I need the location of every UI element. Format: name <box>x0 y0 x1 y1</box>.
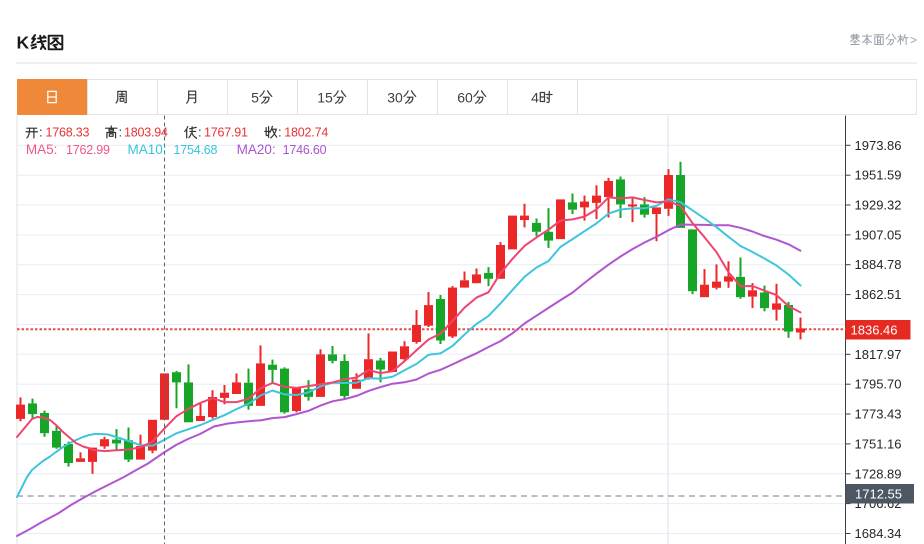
svg-text:MA20:: MA20: <box>237 142 276 157</box>
svg-text:K: K <box>17 33 30 53</box>
svg-text:MA5:: MA5: <box>26 142 58 157</box>
svg-text:15: 15 <box>317 90 333 106</box>
svg-text:1751.16: 1751.16 <box>855 436 902 451</box>
svg-text:1746.60: 1746.60 <box>283 143 327 157</box>
svg-text:5: 5 <box>251 90 259 106</box>
svg-text:1836.46: 1836.46 <box>851 323 898 338</box>
svg-text::: : <box>198 125 202 140</box>
svg-text:1767.91: 1767.91 <box>204 126 248 140</box>
svg-text:1754.68: 1754.68 <box>174 143 218 157</box>
svg-text:1762.99: 1762.99 <box>66 143 110 157</box>
svg-text:1973.86: 1973.86 <box>855 138 902 153</box>
svg-text:1907.05: 1907.05 <box>855 227 902 242</box>
svg-text:>: > <box>910 33 917 47</box>
svg-text:1802.74: 1802.74 <box>284 126 328 140</box>
svg-text::: : <box>119 125 123 140</box>
svg-text:1803.94: 1803.94 <box>124 126 168 140</box>
svg-text:1951.59: 1951.59 <box>855 168 902 183</box>
svg-text:60: 60 <box>457 90 473 106</box>
svg-text:1768.33: 1768.33 <box>46 126 90 140</box>
svg-text:1773.43: 1773.43 <box>855 407 902 422</box>
svg-text:4: 4 <box>531 90 539 106</box>
svg-text:1728.89: 1728.89 <box>855 466 902 481</box>
svg-text:1712.55: 1712.55 <box>855 487 902 502</box>
svg-text::: : <box>39 125 43 140</box>
svg-text:1884.78: 1884.78 <box>855 257 902 272</box>
svg-text::: : <box>278 125 282 140</box>
svg-text:1817.97: 1817.97 <box>855 347 902 362</box>
svg-text:1929.32: 1929.32 <box>855 198 902 213</box>
svg-text:MA10:: MA10: <box>128 142 167 157</box>
svg-text:1862.51: 1862.51 <box>855 287 902 302</box>
svg-text:30: 30 <box>387 90 403 106</box>
svg-text:1795.70: 1795.70 <box>855 377 902 392</box>
svg-text:1684.34: 1684.34 <box>855 526 902 541</box>
